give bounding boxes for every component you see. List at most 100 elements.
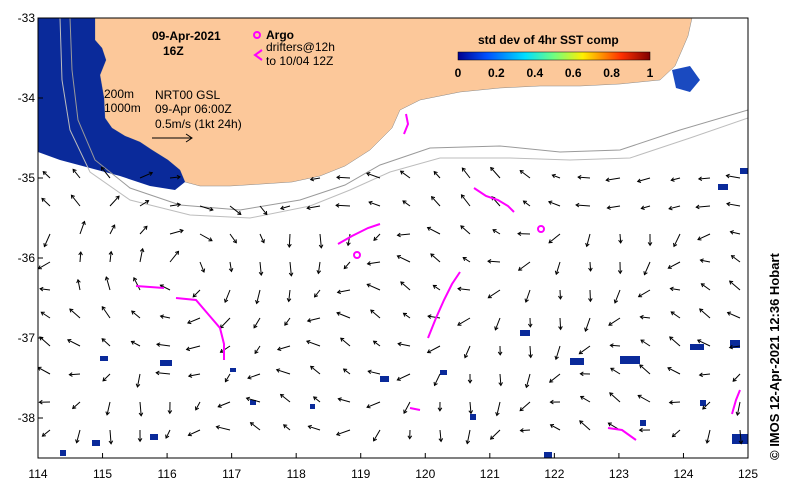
current-arrowhead: [491, 196, 496, 201]
current-arrow: [610, 367, 621, 375]
current-arrowhead: [138, 412, 144, 417]
current-arrowhead: [728, 344, 734, 350]
current-arrowhead: [487, 294, 492, 299]
current-arrowhead: [306, 318, 312, 323]
current-arrow: [670, 311, 681, 319]
current-arrow: [619, 233, 622, 244]
current-arrowhead: [588, 298, 593, 303]
current-arrow: [529, 345, 532, 358]
current-arrow: [109, 429, 112, 444]
current-arrowhead: [137, 438, 143, 443]
current-arrowhead: [402, 312, 408, 317]
current-arrow: [368, 201, 381, 207]
current-arrowhead: [729, 230, 734, 235]
current-arrowhead: [487, 259, 492, 264]
current-arrow: [160, 284, 171, 291]
current-arrow: [109, 224, 116, 235]
current-arrowhead: [647, 242, 653, 247]
current-arrowhead: [131, 310, 136, 315]
current-arrow: [550, 424, 561, 431]
current-arrow: [169, 203, 181, 207]
current-arrow: [525, 289, 531, 303]
current-arrowhead: [192, 293, 197, 298]
current-arrow: [336, 429, 351, 436]
current-arrowhead: [100, 166, 105, 171]
current-arrow: [427, 227, 441, 235]
current-arrowhead: [618, 239, 623, 244]
current-arrowhead: [156, 342, 161, 347]
lat-tick-label: -38: [18, 411, 36, 425]
current-arrow: [310, 177, 321, 181]
current-arrowhead: [527, 323, 533, 328]
current-arrow: [307, 205, 321, 209]
current-arrow: [336, 176, 351, 179]
current-arrowhead: [258, 271, 264, 276]
current-arrow: [340, 337, 351, 347]
lon-tick-label: 122: [544, 467, 564, 481]
current-arrow: [188, 429, 201, 436]
current-arrowhead: [223, 298, 229, 304]
sst-speckles: [60, 168, 748, 458]
current-arrow: [41, 198, 51, 207]
current-arrowhead: [730, 255, 736, 260]
current-arrow: [254, 345, 261, 354]
drifters-time-label: to 10/04 12Z: [266, 54, 333, 68]
current-arrow: [518, 261, 531, 271]
current-arrowhead: [554, 270, 560, 276]
current-arrow: [578, 176, 591, 179]
colorbar-tick-label: 0.2: [488, 66, 505, 80]
current-arrowhead: [463, 354, 469, 359]
lat-tick-label: -36: [18, 251, 36, 265]
lon-axis: 114 115 116 117 118 119 120 121 122 123 124 125: [28, 453, 758, 481]
colorbar-tick-label: 0.8: [603, 66, 620, 80]
current-arrowhead: [426, 349, 432, 354]
lon-tick-label: 115: [93, 467, 112, 481]
current-arrowhead: [313, 293, 319, 298]
current-arrow: [672, 429, 681, 437]
current-arrow: [69, 373, 81, 376]
current-arrowhead: [187, 373, 193, 378]
current-arrow: [337, 289, 351, 293]
current-arrowhead: [145, 200, 150, 205]
current-arrow: [169, 251, 179, 263]
current-arrowhead: [558, 295, 563, 300]
current-arrowhead: [67, 338, 72, 344]
current-arrow: [640, 316, 651, 319]
current-arrowhead: [111, 224, 116, 229]
current-arrowhead: [254, 349, 259, 355]
current-arrowhead: [726, 311, 732, 316]
current-arrowhead: [457, 286, 462, 292]
current-arrow: [259, 205, 268, 215]
lon-tick-label: 117: [222, 467, 241, 481]
current-arrow: [216, 426, 231, 431]
current-arrowhead: [738, 440, 744, 445]
current-arrow: [225, 373, 231, 382]
current-arrowhead: [284, 321, 289, 326]
current-arrowhead: [437, 407, 443, 412]
current-arrowhead: [309, 365, 315, 370]
current-arrow: [670, 287, 681, 291]
current-arrow: [640, 339, 651, 347]
current-arrowhead: [426, 226, 432, 231]
current-arrowhead: [670, 177, 675, 182]
current-arrow: [220, 317, 231, 329]
current-arrowhead: [232, 239, 237, 244]
colorbar-tick-label: 0.4: [526, 66, 543, 80]
current-arrow: [519, 170, 531, 179]
current-arrowhead: [430, 196, 436, 201]
current-arrowhead: [38, 399, 43, 405]
current-arrowhead: [402, 200, 407, 205]
current-arrow: [637, 177, 651, 182]
current-arrow: [461, 194, 471, 207]
current-arrow: [199, 205, 213, 211]
current-arrow: [283, 424, 291, 431]
isobath-200m: [69, 18, 748, 211]
current-arrowhead: [72, 404, 77, 410]
current-arrow: [584, 317, 591, 332]
current-arrow: [366, 172, 381, 179]
current-arrowhead: [489, 435, 495, 440]
current-arrowhead: [492, 229, 497, 234]
current-arrowhead: [237, 210, 242, 216]
hour-label: 16Z: [163, 44, 184, 58]
